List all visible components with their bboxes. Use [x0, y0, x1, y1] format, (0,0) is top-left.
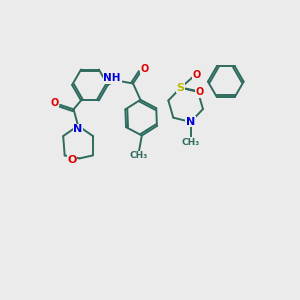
Text: O: O	[192, 70, 200, 80]
Text: N: N	[186, 117, 195, 127]
Text: O: O	[68, 155, 77, 165]
Text: NH: NH	[103, 73, 121, 83]
Text: N: N	[74, 124, 83, 134]
Text: S: S	[177, 83, 185, 93]
Text: CH₃: CH₃	[130, 151, 148, 160]
Text: O: O	[140, 64, 148, 74]
Text: O: O	[50, 98, 58, 108]
Text: CH₃: CH₃	[182, 138, 200, 147]
Text: O: O	[196, 87, 204, 97]
